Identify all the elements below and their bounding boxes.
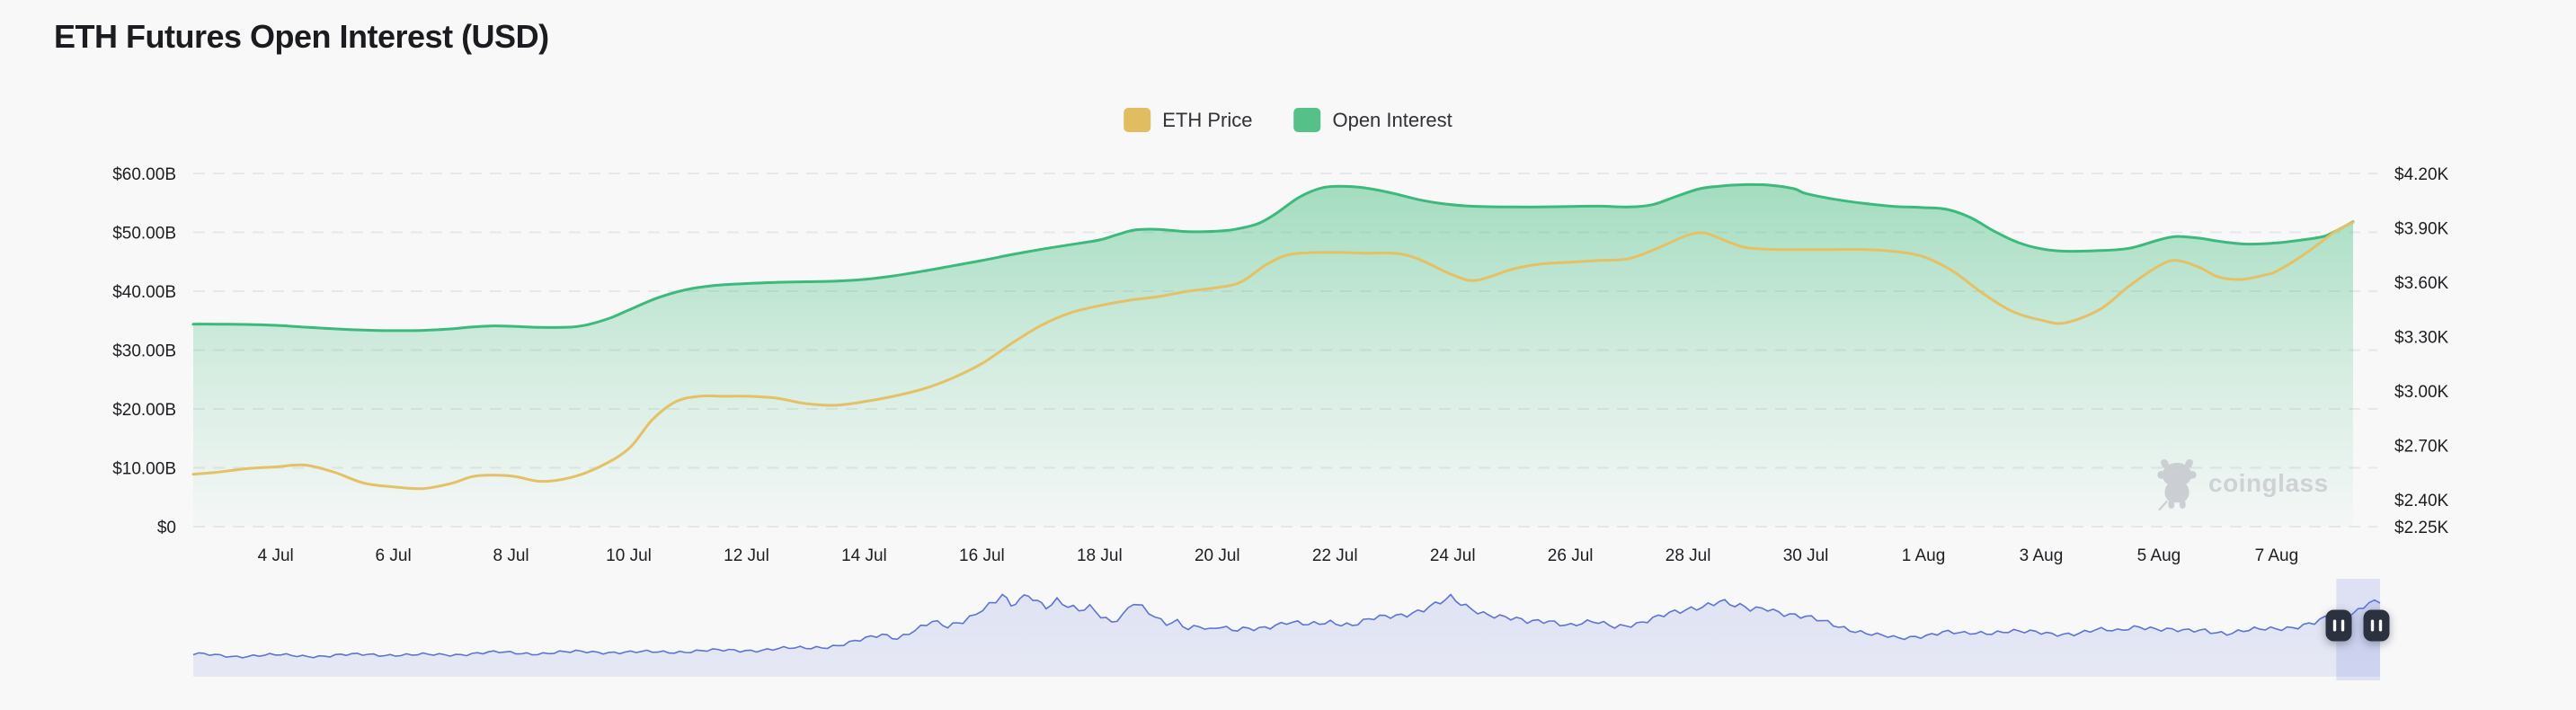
y-left-tick-label: $10.00B	[112, 460, 176, 479]
navigator-area	[193, 594, 2380, 677]
page-title: ETH Futures Open Interest (USD)	[54, 18, 549, 55]
x-tick-label: 4 Jul	[258, 546, 294, 565]
x-tick-label: 12 Jul	[724, 546, 769, 565]
datazoom-handle-left[interactable]	[2325, 609, 2352, 642]
legend-label-eth-price: ETH Price	[1162, 108, 1253, 131]
x-tick-label: 8 Jul	[493, 546, 529, 565]
y-right-tick-label: $3.90K	[2394, 219, 2449, 238]
x-tick-label: 6 Jul	[376, 546, 412, 565]
eth-price-swatch-icon	[1124, 108, 1151, 132]
open-interest-line	[191, 182, 2355, 333]
datazoom-navigator[interactable]	[192, 579, 2390, 680]
x-tick-label: 1 Aug	[1902, 546, 1946, 565]
x-tick-label: 26 Jul	[1548, 546, 1594, 565]
x-tick-label: 28 Jul	[1666, 546, 1711, 565]
x-tick-label: 18 Jul	[1077, 546, 1123, 565]
eth-price-line	[191, 220, 2355, 491]
x-tick-label: 5 Aug	[2137, 546, 2181, 565]
y-right-tick-label: $3.60K	[2394, 274, 2449, 293]
y-right-tick-label: $3.30K	[2394, 328, 2449, 347]
y-right-tick-label: $2.70K	[2394, 437, 2449, 456]
y-right-tick-label: $2.40K	[2394, 492, 2449, 510]
legend: ETH Price Open Interest	[1124, 108, 1452, 132]
x-tick-label: 22 Jul	[1312, 546, 1358, 565]
series-layer	[191, 182, 2355, 527]
x-tick-label: 16 Jul	[959, 546, 1005, 565]
open-interest-area	[193, 184, 2353, 527]
x-tick-label: 20 Jul	[1195, 546, 1240, 565]
y-right-tick-label: $2.25K	[2394, 519, 2449, 537]
datazoom-handle-right[interactable]	[2363, 609, 2390, 642]
axis-labels: $60.00B $50.00B $40.00B $30.00B $20.00B $10.0…	[112, 165, 2448, 565]
legend-item-open-interest[interactable]: Open Interest	[1293, 108, 1452, 132]
y-right-tick-label: $3.00K	[2394, 383, 2449, 402]
watermark: coinglass	[2154, 457, 2329, 510]
y-left-tick-label: $30.00B	[112, 342, 176, 361]
navigator-line	[192, 593, 2381, 659]
y-left-tick-label: $0	[157, 519, 176, 537]
y-right-tick-label: $4.20K	[2394, 165, 2449, 184]
coinglass-mascot-icon	[2157, 459, 2197, 510]
x-tick-label: 14 Jul	[841, 546, 887, 565]
y-left-tick-label: $20.00B	[112, 401, 176, 420]
pause-icon	[2370, 619, 2383, 632]
y-left-tick-label: $60.00B	[112, 165, 176, 184]
open-interest-swatch-icon	[1293, 108, 1321, 132]
x-tick-label: 7 Aug	[2255, 546, 2299, 565]
x-tick-label: 10 Jul	[606, 546, 652, 565]
legend-label-open-interest: Open Interest	[1332, 108, 1452, 131]
legend-item-eth-price[interactable]: ETH Price	[1124, 108, 1252, 132]
y-left-tick-label: $50.00B	[112, 225, 176, 244]
watermark-label: coinglass	[2208, 469, 2329, 497]
x-tick-label: 3 Aug	[2020, 546, 2064, 565]
pause-icon	[2332, 619, 2345, 632]
x-tick-label: 24 Jul	[1430, 546, 1476, 565]
y-left-tick-label: $40.00B	[112, 283, 176, 302]
x-tick-label: 30 Jul	[1783, 546, 1829, 565]
